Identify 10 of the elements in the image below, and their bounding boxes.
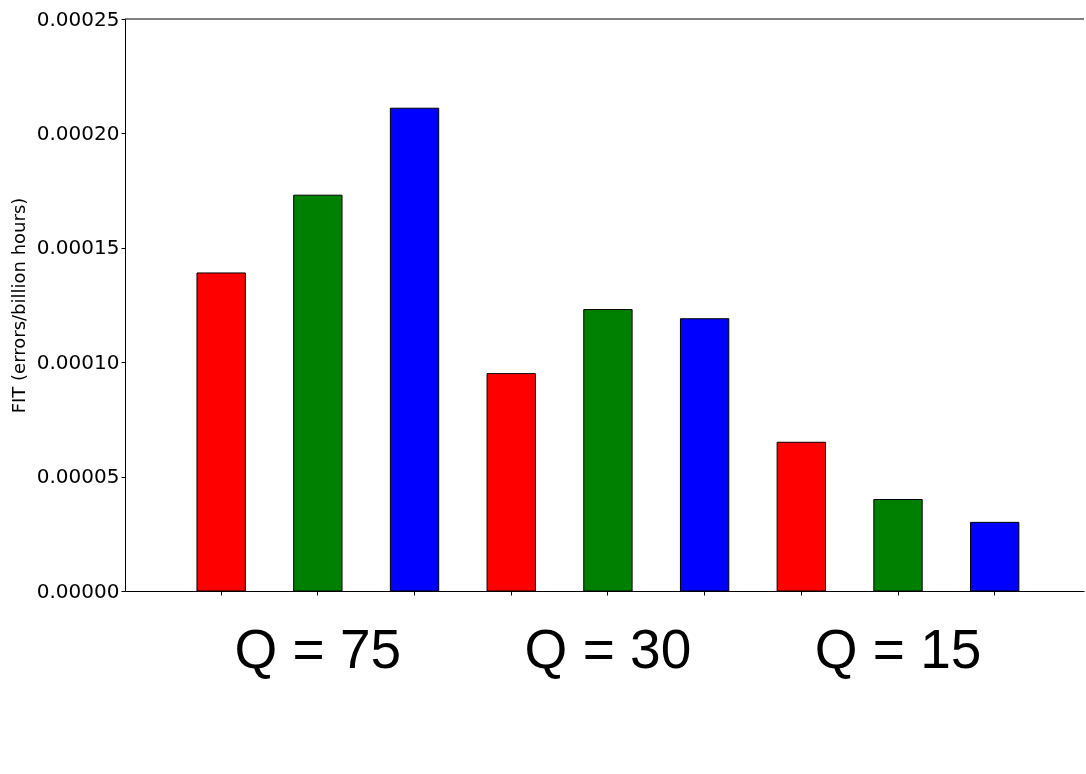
x-tick-label: Q = 15 <box>814 617 982 680</box>
y-tick-label: 0.00025 <box>36 6 120 31</box>
y-tick-label: 0.00000 <box>36 578 120 603</box>
x-tick-label: Q = 30 <box>524 617 692 680</box>
y-tick-label: 0.00015 <box>36 235 120 260</box>
y-tick-label: 0.00005 <box>36 464 120 489</box>
y-axis-title: FIT (errors/billion hours) <box>7 197 29 414</box>
y-tick-label: 0.00010 <box>36 349 120 374</box>
y-tick-label: 0.00020 <box>36 120 120 145</box>
x-tick-label: Q = 75 <box>234 617 402 680</box>
